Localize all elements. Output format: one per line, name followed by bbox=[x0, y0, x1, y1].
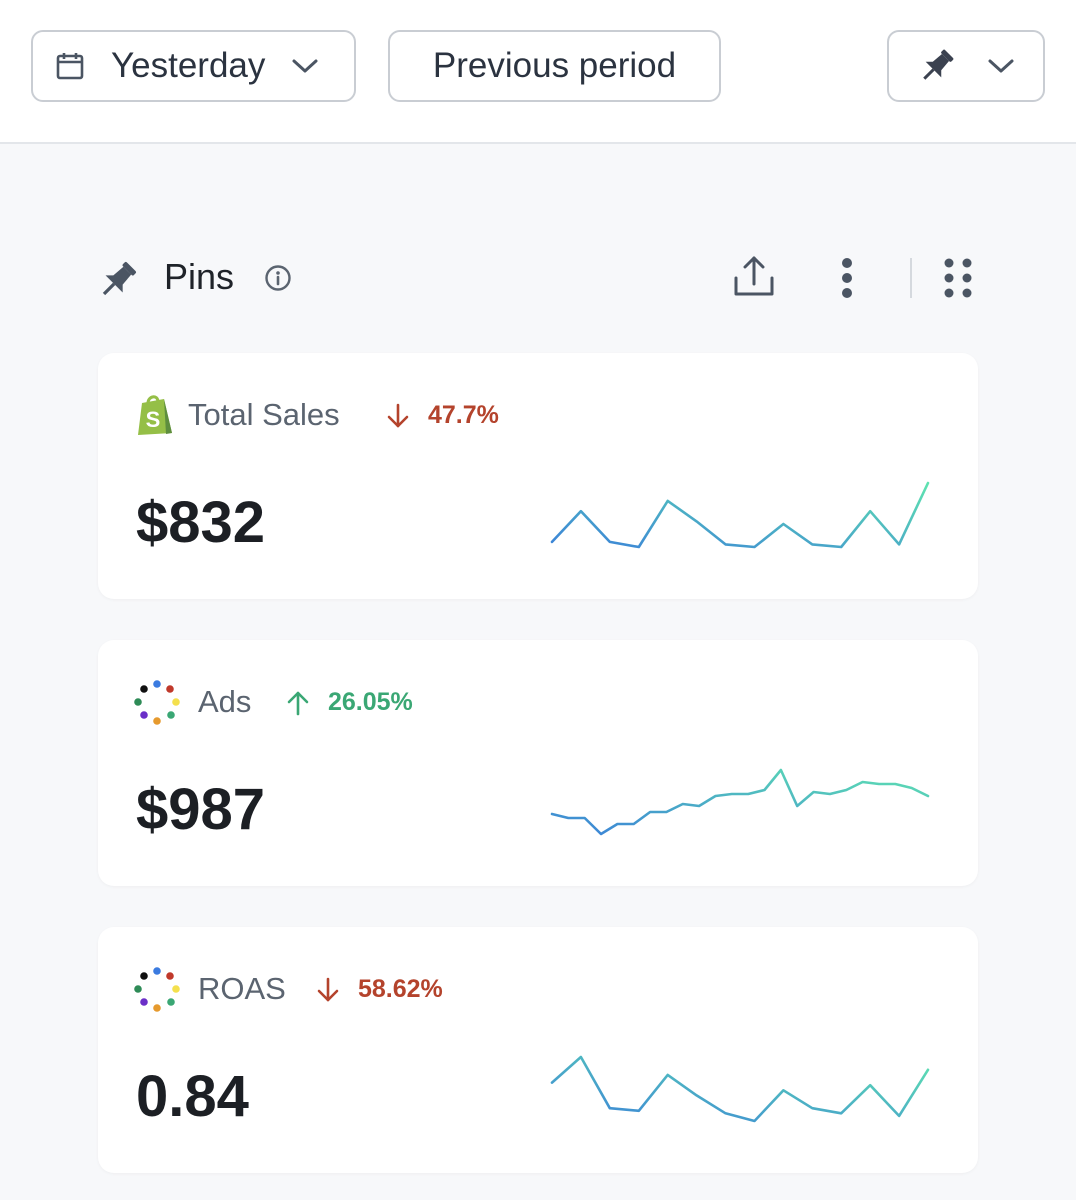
svg-text:S: S bbox=[146, 407, 161, 432]
metric-name: ROAS bbox=[198, 971, 286, 1006]
metric-card-total-sales[interactable]: S Total Sales 47.7% $832 bbox=[98, 353, 978, 599]
sparkline-series bbox=[550, 481, 930, 549]
info-icon[interactable] bbox=[264, 264, 292, 292]
compare-period-button[interactable]: Previous period bbox=[388, 30, 721, 102]
metric-delta-value: 47.7% bbox=[428, 401, 499, 429]
metric-delta-value: 26.05% bbox=[328, 688, 413, 716]
pins-header: Pins bbox=[96, 250, 976, 310]
sparkline-series bbox=[550, 768, 930, 836]
sparkline bbox=[550, 1055, 930, 1123]
ads-dots-icon bbox=[134, 680, 180, 725]
metric-delta: 58.62% bbox=[316, 975, 443, 1004]
chevron-down-icon bbox=[292, 59, 318, 73]
header-divider bbox=[910, 258, 912, 298]
sparkline bbox=[550, 481, 930, 549]
arrow-down-icon bbox=[387, 403, 409, 427]
metric-card-roas[interactable]: ROAS 58.62% 0.84 bbox=[98, 927, 978, 1173]
metric-name: Total Sales bbox=[188, 397, 340, 432]
pin-dropdown[interactable] bbox=[887, 30, 1045, 102]
metric-name: Ads bbox=[198, 684, 252, 719]
date-range-label: Yesterday bbox=[111, 46, 266, 85]
metric-delta: 47.7% bbox=[386, 401, 499, 430]
pins-title: Pins bbox=[164, 256, 235, 297]
pin-icon bbox=[923, 49, 954, 80]
sparkline bbox=[550, 768, 930, 836]
date-range-dropdown[interactable]: Yesterday bbox=[31, 30, 356, 102]
arrow-down-icon bbox=[317, 977, 339, 1001]
more-vertical-icon[interactable] bbox=[840, 258, 854, 298]
export-icon[interactable] bbox=[732, 254, 776, 298]
top-toolbar: Yesterday Previous period bbox=[0, 0, 1076, 144]
shopify-icon: S bbox=[138, 395, 172, 435]
metric-card-ads[interactable]: Ads 26.05% $987 bbox=[98, 640, 978, 886]
metric-value: $987 bbox=[136, 777, 266, 842]
sparkline-series bbox=[550, 1055, 930, 1123]
pin-icon bbox=[102, 262, 136, 296]
drag-handle-icon[interactable] bbox=[944, 258, 972, 298]
chevron-down-icon bbox=[988, 59, 1014, 73]
metric-delta-value: 58.62% bbox=[358, 975, 443, 1003]
metric-delta: 26.05% bbox=[286, 688, 413, 717]
metric-value: 0.84 bbox=[136, 1064, 249, 1129]
calendar-icon bbox=[56, 53, 84, 80]
arrow-up-icon bbox=[287, 691, 309, 715]
metric-value: $832 bbox=[136, 490, 266, 555]
ads-dots-icon bbox=[134, 967, 180, 1012]
compare-period-label: Previous period bbox=[432, 46, 677, 85]
